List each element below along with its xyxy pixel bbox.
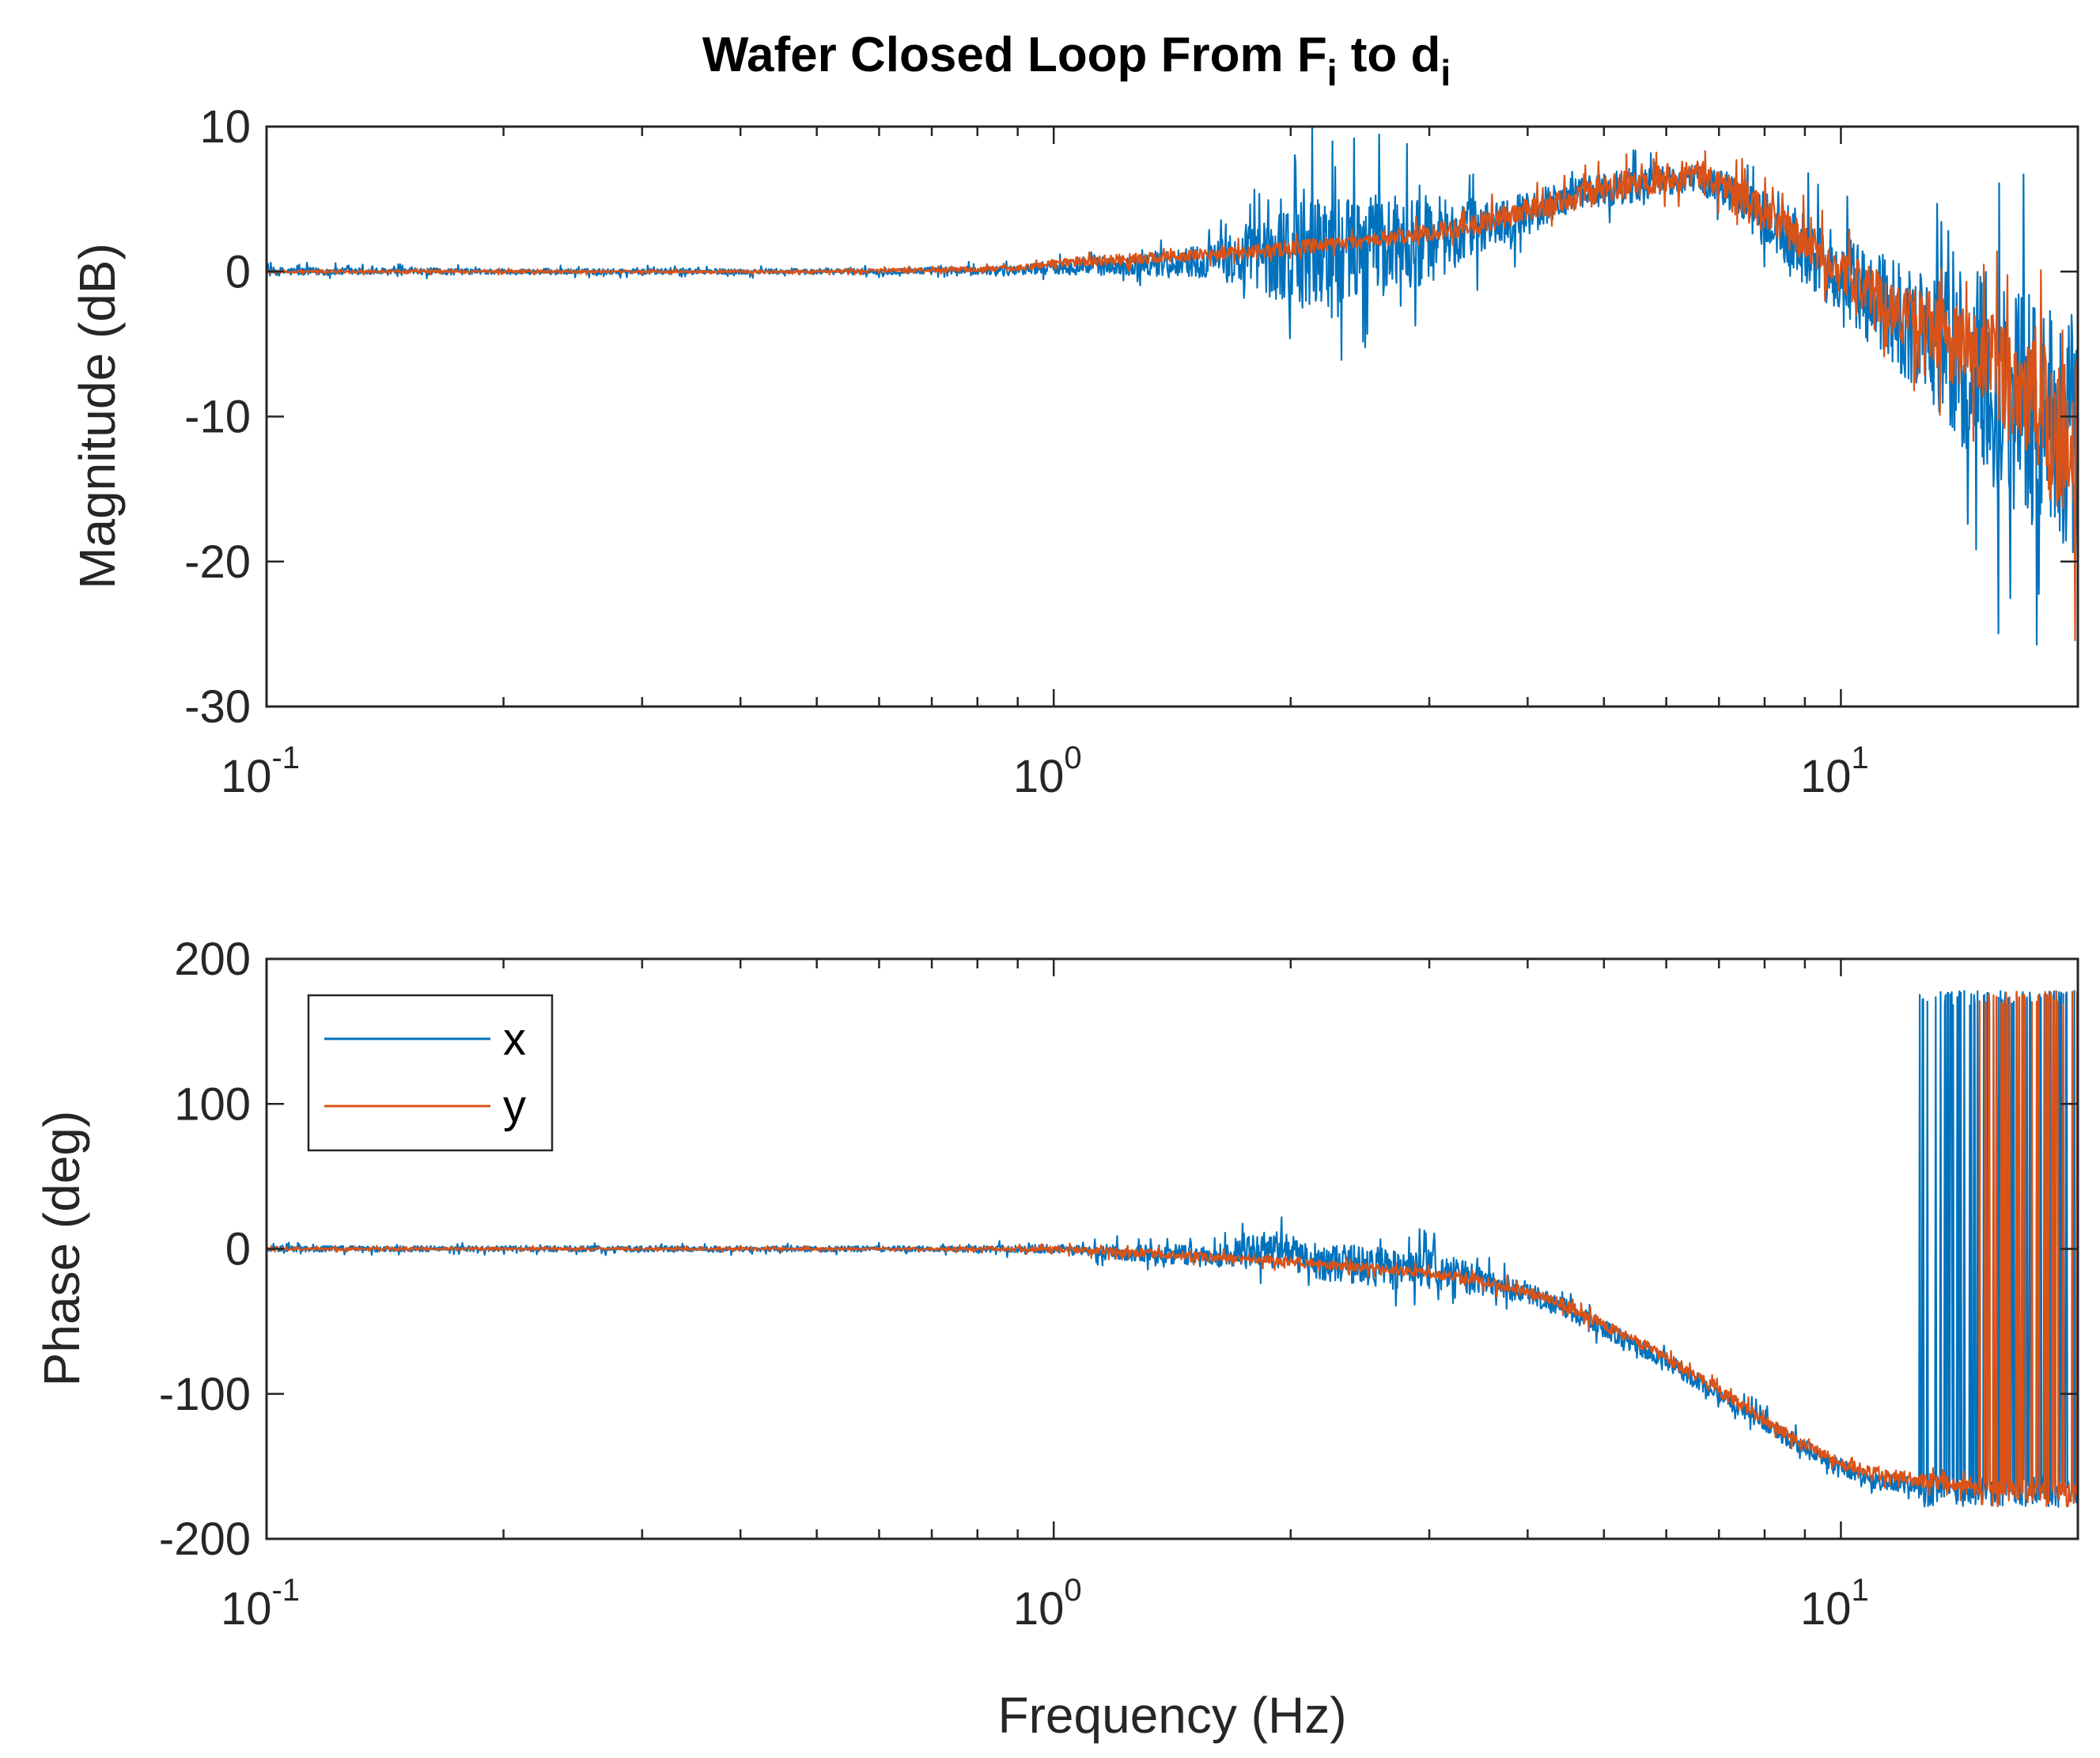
magnitude-y-tick-label: 10: [199, 101, 251, 153]
phase-plot-lines: [266, 990, 2079, 1508]
phase-y-tick-label: 100: [174, 1078, 251, 1130]
phase-x-tick-labels: 10-1 100 101: [221, 1573, 1869, 1635]
magnitude-x-tick-label: 100: [1013, 741, 1082, 802]
legend: x y: [307, 994, 554, 1152]
magnitude-y-tick-label: -10: [184, 392, 251, 443]
phase-y-tick-label: 0: [225, 1224, 251, 1275]
phase-y-axis-label: Phase (deg): [33, 1111, 90, 1387]
phase-series-y-line: [266, 990, 2079, 1508]
phase-x-tick-label: 100: [1013, 1573, 1082, 1635]
magnitude-x-tick-label: 10-1: [221, 741, 300, 802]
chart-title-subscript-1: i: [1327, 52, 1338, 93]
magnitude-plot-lines: [265, 126, 2079, 646]
phase-y-tick-label: -100: [159, 1369, 251, 1420]
magnitude-x-tick-label-exponent: 1: [1852, 741, 1869, 775]
magnitude-axes-frame: [265, 125, 2079, 708]
magnitude-x-tick-label-base: 10: [221, 751, 272, 802]
magnitude-x-tick-labels: 10-1 100 101: [221, 741, 1869, 802]
magnitude-x-tick-label-exponent: 0: [1064, 741, 1081, 775]
phase-x-tick-label-exponent: 1: [1852, 1573, 1869, 1608]
legend-label-y: y: [503, 1081, 526, 1132]
magnitude-x-tick-label-base: 10: [1800, 751, 1852, 802]
phase-axes-frame: [265, 957, 2079, 1540]
chart-title-subscript-2: i: [1440, 52, 1451, 93]
legend-label-x: x: [503, 1014, 526, 1065]
phase-x-tick-label-exponent: 0: [1064, 1573, 1081, 1608]
phase-x-tick-label-base: 10: [1800, 1583, 1852, 1635]
magnitude-tick-marks: [265, 125, 2079, 708]
phase-x-tick-label-base: 10: [221, 1583, 272, 1635]
phase-x-tick-label-base: 10: [1013, 1583, 1065, 1635]
chart-title: Wafer Closed Loop From Fi to di: [702, 28, 1451, 93]
magnitude-y-tick-labels: 10 0 -10 -20 -30: [184, 101, 251, 733]
legend-box: [307, 994, 554, 1152]
phase-x-tick-label-exponent: -1: [271, 1573, 300, 1608]
phase-y-tick-labels: 200 100 0 -100 -200: [159, 934, 251, 1565]
magnitude-series-y-line: [266, 150, 2079, 642]
x-axis-label: Frequency (Hz): [998, 1687, 1347, 1744]
magnitude-x-tick-label: 101: [1800, 741, 1869, 802]
phase-x-tick-label: 101: [1800, 1573, 1869, 1635]
magnitude-y-tick-label: -20: [184, 536, 251, 588]
magnitude-x-tick-label-base: 10: [1013, 751, 1065, 802]
magnitude-y-tick-label: -30: [184, 681, 251, 733]
magnitude-y-tick-label: 0: [225, 246, 251, 297]
magnitude-y-axis-label: Magnitude (dB): [69, 243, 126, 589]
magnitude-x-tick-label-exponent: -1: [271, 741, 300, 775]
phase-y-tick-label: 200: [174, 934, 251, 985]
magnitude-axes: 100-10-20-30 10-1 100 101 Magnitude (dB): [69, 101, 2079, 802]
phase-y-tick-label: -200: [159, 1514, 251, 1565]
phase-x-tick-label: 10-1: [221, 1573, 300, 1635]
chart-title-main: Wafer Closed Loop From F: [702, 28, 1327, 82]
chart-title-middle: to d: [1338, 28, 1441, 82]
